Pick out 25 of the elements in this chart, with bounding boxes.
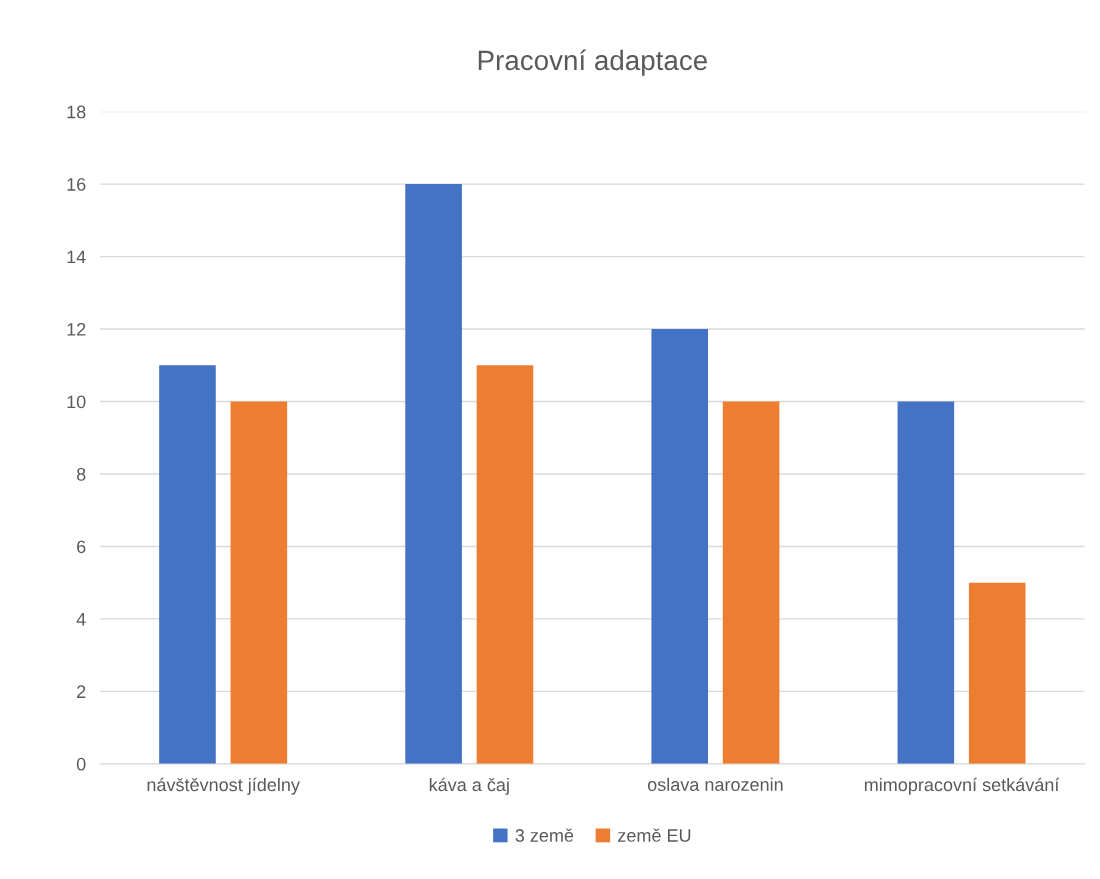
- x-tick-label: káva a čaj: [429, 777, 509, 795]
- y-tick-label: 2: [77, 685, 86, 698]
- x-tick-label: návštěvnost jídelny: [147, 777, 300, 795]
- bar: [722, 401, 780, 764]
- y-tick-label: 14: [67, 250, 86, 264]
- bar: [159, 365, 216, 764]
- bar: [230, 401, 288, 764]
- chart-title: Pracovní adaptace: [478, 49, 707, 76]
- y-tick-label: 4: [76, 613, 86, 626]
- bar: [897, 401, 955, 764]
- bar: [651, 329, 709, 764]
- bar: [405, 184, 462, 764]
- y-tick-label: 18: [67, 105, 86, 119]
- bar: [968, 582, 1026, 764]
- x-tick-label: oslava narozenin: [647, 777, 783, 791]
- legend-label: 3 země: [515, 828, 574, 842]
- y-tick-label: 0: [76, 757, 86, 771]
- y-tick-label: 10: [67, 395, 86, 409]
- y-tick-label: 6: [77, 540, 86, 554]
- legend-label: země EU: [618, 828, 691, 842]
- y-tick-label: 8: [76, 467, 86, 481]
- y-tick-label: 12: [67, 322, 86, 336]
- y-tick-label: 16: [67, 178, 86, 191]
- x-tick-label: mimopracovní setkávání: [864, 777, 1060, 795]
- bar: [476, 365, 534, 764]
